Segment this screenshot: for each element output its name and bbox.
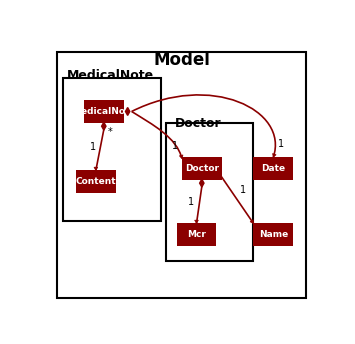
- Text: 1: 1: [172, 141, 178, 151]
- Polygon shape: [273, 153, 276, 157]
- Bar: [166, 123, 253, 261]
- Text: Model: Model: [153, 51, 211, 69]
- Bar: [253, 223, 293, 246]
- Polygon shape: [250, 220, 253, 223]
- Text: MedicalNote: MedicalNote: [72, 107, 136, 116]
- Bar: [253, 157, 293, 180]
- Text: 1: 1: [278, 139, 284, 149]
- Text: MedicalNote: MedicalNote: [67, 69, 154, 82]
- Text: Name: Name: [259, 230, 288, 239]
- Text: Date: Date: [261, 164, 285, 173]
- Bar: [177, 223, 216, 246]
- Text: Mcr: Mcr: [187, 230, 206, 239]
- Bar: [182, 157, 222, 180]
- Text: Content: Content: [76, 177, 116, 186]
- Text: *: *: [108, 127, 113, 137]
- Polygon shape: [200, 179, 204, 187]
- Bar: [84, 100, 124, 123]
- Bar: [76, 170, 116, 193]
- Bar: [63, 78, 161, 222]
- Text: 1: 1: [240, 185, 246, 195]
- Polygon shape: [195, 220, 198, 223]
- Polygon shape: [179, 155, 183, 159]
- Polygon shape: [125, 107, 130, 116]
- Polygon shape: [102, 122, 106, 130]
- Text: 1: 1: [188, 196, 194, 206]
- Text: 1: 1: [90, 142, 96, 152]
- Text: Doctor: Doctor: [185, 164, 219, 173]
- Text: Doctor: Doctor: [175, 117, 222, 130]
- Polygon shape: [94, 167, 98, 170]
